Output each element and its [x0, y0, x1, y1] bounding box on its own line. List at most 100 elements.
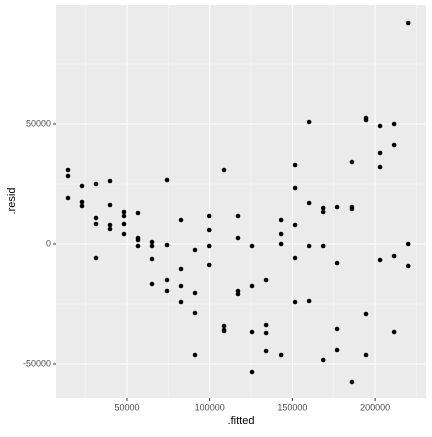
point [320, 243, 326, 249]
point [377, 164, 383, 170]
point [377, 150, 383, 156]
point [263, 348, 269, 354]
point [363, 352, 369, 358]
point [93, 215, 99, 221]
point [334, 204, 340, 210]
point [93, 221, 99, 227]
point [221, 167, 227, 173]
x-tick-label: 100000 [195, 402, 225, 412]
point [121, 209, 127, 215]
point [391, 142, 397, 148]
point [93, 181, 99, 187]
y-axis-label: .resid [6, 188, 18, 215]
point [79, 203, 85, 209]
point [149, 281, 155, 287]
point [249, 243, 255, 249]
point [107, 226, 113, 232]
point [135, 243, 141, 249]
point [79, 183, 85, 189]
point [65, 167, 71, 173]
point [178, 283, 184, 289]
point [349, 379, 355, 385]
point [377, 123, 383, 129]
point [320, 209, 326, 215]
point [178, 266, 184, 272]
point [192, 290, 198, 296]
point [149, 256, 155, 262]
point [235, 235, 241, 241]
point [334, 260, 340, 266]
point [377, 257, 383, 263]
y-tick-label: 0 [46, 238, 51, 248]
point [363, 311, 369, 317]
point [391, 121, 397, 127]
point [164, 177, 170, 183]
point [391, 329, 397, 335]
point [349, 159, 355, 165]
point [121, 231, 127, 237]
point [363, 117, 369, 123]
point [334, 347, 340, 353]
point [135, 237, 141, 243]
point [121, 221, 127, 227]
x-tick-label: 150000 [277, 402, 307, 412]
point [278, 241, 284, 247]
point [164, 277, 170, 283]
point [206, 213, 212, 219]
point [235, 213, 241, 219]
point [306, 200, 312, 206]
point [107, 178, 113, 184]
point [79, 199, 85, 205]
point [149, 243, 155, 249]
point [221, 323, 227, 329]
point [278, 231, 284, 237]
point [306, 119, 312, 125]
point [405, 241, 411, 247]
point [405, 20, 411, 26]
point [65, 195, 71, 201]
point [107, 222, 113, 228]
x-tick-label: 50000 [114, 402, 139, 412]
point [320, 357, 326, 363]
point [192, 247, 198, 253]
point [263, 322, 269, 328]
point [249, 283, 255, 289]
panel [56, 5, 426, 398]
point [405, 263, 411, 269]
point [306, 298, 312, 304]
point [178, 217, 184, 223]
point [206, 243, 212, 249]
point [65, 173, 71, 179]
point [192, 310, 198, 316]
point [164, 242, 170, 248]
point [292, 185, 298, 191]
point [206, 227, 212, 233]
point [292, 299, 298, 305]
point [292, 162, 298, 168]
point [249, 369, 255, 375]
point [149, 239, 155, 245]
point [278, 217, 284, 223]
point [93, 255, 99, 261]
point [178, 299, 184, 305]
point [391, 253, 397, 259]
point [263, 330, 269, 336]
point [292, 222, 298, 228]
point [206, 262, 212, 268]
point [135, 210, 141, 216]
point [278, 352, 284, 358]
point [107, 202, 113, 208]
point [306, 243, 312, 249]
point [221, 328, 227, 334]
y-tick-label: 50000 [26, 118, 51, 128]
y-tick-label: -50000 [23, 358, 51, 368]
point [334, 326, 340, 332]
point [263, 277, 269, 283]
x-tick-label: 200000 [360, 402, 390, 412]
point [121, 213, 127, 219]
point [164, 288, 170, 294]
point [192, 352, 198, 358]
point [349, 206, 355, 212]
point [320, 205, 326, 211]
